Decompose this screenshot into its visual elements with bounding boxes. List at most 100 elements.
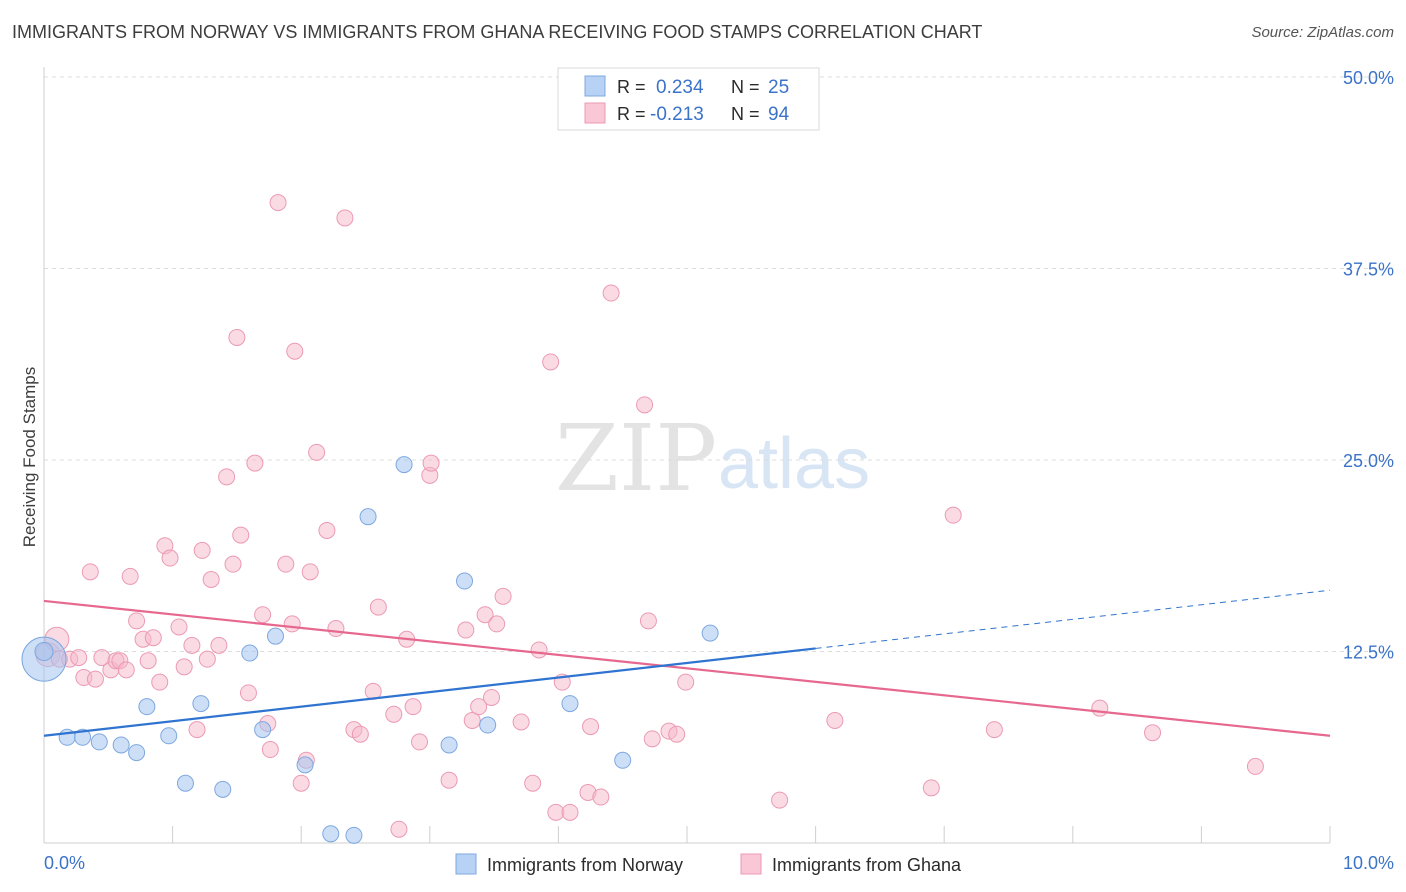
ghana-point [193, 541, 211, 559]
norway-point [176, 774, 194, 792]
norway-point [34, 642, 54, 661]
ghana-point [269, 194, 287, 212]
watermark-zip: ZIP [555, 405, 717, 512]
ghana-point [547, 803, 565, 821]
ghana-point [771, 791, 789, 809]
bottom-legend-swatch-norway [455, 853, 477, 875]
norway-point [345, 826, 363, 844]
legend-swatch-norway [584, 75, 606, 97]
x-ticks [172, 826, 1331, 843]
ghana-point [292, 774, 310, 792]
ghana-point [643, 730, 661, 748]
norway-point [359, 508, 377, 526]
ghana-point [283, 615, 301, 633]
ghana-point [170, 618, 188, 636]
ghana-point [351, 725, 369, 743]
ghana-point [144, 629, 162, 647]
chart-title: IMMIGRANTS FROM NORWAY VS IMMIGRANTS FRO… [12, 22, 983, 42]
ghana-point [218, 468, 236, 486]
ghana-point [411, 733, 429, 751]
ghana-point [318, 521, 336, 539]
norway-point [440, 736, 458, 754]
ghana-point [639, 612, 657, 630]
ghana-trend-line [43, 599, 1331, 737]
y-tick-labels: 12.5% 25.0% 37.5% 50.0% [1343, 68, 1394, 663]
legend-r-value-norway: 0.234 [656, 77, 704, 98]
ghana-point [1246, 757, 1264, 775]
trend-lines [43, 589, 1331, 737]
ghana-point [81, 563, 99, 581]
source-label: Source: ZipAtlas.com [1251, 24, 1394, 41]
norway-point [160, 727, 178, 745]
bottom-legend-label-norway: Immigrants from Norway [487, 855, 683, 875]
ghana-point [636, 396, 654, 414]
ghana-point [524, 774, 542, 792]
ghana-point [336, 209, 354, 227]
norway-point [74, 728, 92, 746]
norway-point [266, 627, 284, 645]
ghana-point [161, 549, 179, 567]
ghana-point [246, 454, 264, 472]
norway-point [456, 572, 474, 590]
y-tick-label: 37.5% [1343, 260, 1394, 280]
legend-box: R = 0.234 N = 25 R = -0.213 N = 94 [557, 67, 820, 131]
ghana-point [239, 684, 257, 702]
ghana-point [183, 636, 201, 654]
ghana-point [440, 771, 458, 789]
ghana-point [210, 636, 228, 654]
ghana-point [582, 718, 600, 736]
ghana-point [151, 673, 169, 691]
ghana-point [985, 721, 1003, 739]
ghana-point [121, 567, 139, 585]
norway-point [561, 695, 579, 713]
ghana-point [488, 615, 506, 633]
legend-r-value-ghana: -0.213 [650, 104, 704, 125]
ghana-point [327, 620, 345, 638]
norway-trend-line [43, 647, 816, 737]
ghana-point [277, 555, 295, 573]
ghana-point [301, 563, 319, 581]
legend-swatch-ghana [584, 102, 606, 124]
norway-point [254, 721, 272, 739]
ghana-point [308, 443, 326, 461]
norway-point [701, 624, 719, 642]
norway-point [90, 733, 108, 751]
legend-n-value-ghana: 94 [768, 104, 790, 125]
norway-point [479, 716, 497, 734]
ghana-point [922, 779, 940, 797]
ghana-point [602, 284, 620, 302]
ghana-point [188, 721, 206, 739]
norway-points [21, 456, 719, 844]
ghana-point [369, 598, 387, 616]
y-tick-label: 25.0% [1343, 451, 1394, 471]
x-tick-label-max: 10.0% [1343, 853, 1394, 873]
ghana-point [1091, 699, 1109, 717]
ghana-point [390, 820, 408, 838]
ghana-point [224, 555, 242, 573]
norway-point [112, 736, 130, 754]
y-axis-label: Receiving Food Stamps [20, 367, 39, 547]
norway-point [322, 825, 340, 843]
ghana-point [286, 342, 304, 360]
ghana-points [35, 194, 1264, 838]
gridlines [44, 76, 1392, 652]
ghana-point [139, 652, 157, 670]
ghana-point [232, 526, 250, 544]
x-tick-label-min: 0.0% [44, 853, 85, 873]
ghana-point [826, 711, 844, 729]
ghana-point [494, 587, 512, 605]
ghana-point [561, 803, 579, 821]
ghana-point [542, 353, 560, 371]
ghana-point [254, 606, 272, 624]
ghana-point [202, 570, 220, 588]
bottom-legend-label-ghana: Immigrants from Ghana [772, 855, 962, 875]
ghana-point [530, 641, 548, 659]
legend-r-label-ghana: R = [617, 104, 646, 124]
y-tick-label: 12.5% [1343, 643, 1394, 663]
ghana-point [228, 328, 246, 346]
ghana-point [422, 454, 440, 472]
ghana-point [470, 698, 488, 716]
norway-point [138, 698, 156, 716]
legend-r-label-norway: R = [617, 77, 646, 97]
